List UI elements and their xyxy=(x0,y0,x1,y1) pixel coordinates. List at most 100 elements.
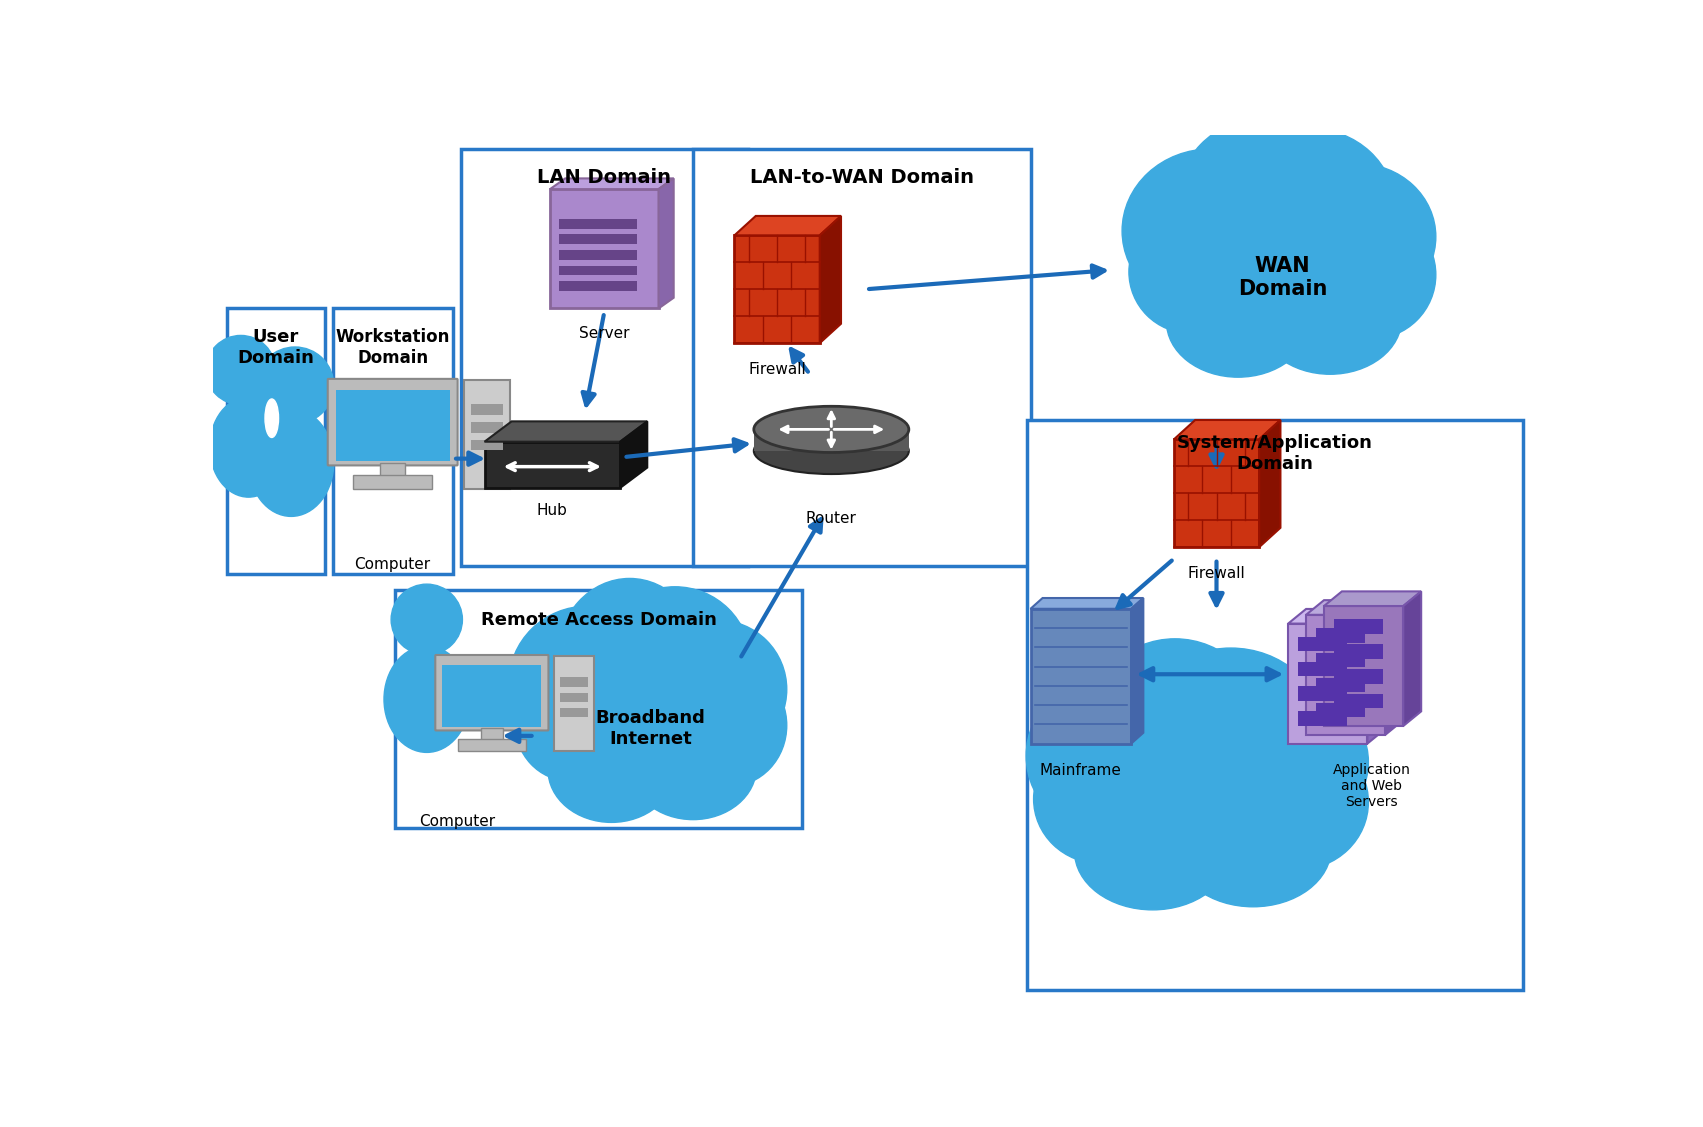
Bar xyxy=(550,189,659,309)
Text: Broadband
Internet: Broadband Internet xyxy=(596,709,705,747)
Text: Remote Access Domain: Remote Access Domain xyxy=(480,611,717,629)
Polygon shape xyxy=(1259,420,1281,548)
Polygon shape xyxy=(1287,609,1385,623)
Text: Workstation
Domain: Workstation Domain xyxy=(335,328,450,366)
Bar xyxy=(1030,609,1131,744)
Ellipse shape xyxy=(523,666,780,790)
Ellipse shape xyxy=(1129,211,1252,334)
Circle shape xyxy=(255,347,334,424)
Polygon shape xyxy=(659,178,674,309)
Text: Firewall: Firewall xyxy=(748,363,806,378)
Text: Application
and Web
Servers: Application and Web Servers xyxy=(1332,763,1410,809)
FancyBboxPatch shape xyxy=(327,379,458,465)
Ellipse shape xyxy=(209,397,288,497)
Bar xyxy=(462,149,748,567)
Bar xyxy=(480,728,502,740)
Bar xyxy=(1333,619,1383,633)
Bar xyxy=(472,423,502,433)
Bar xyxy=(1316,702,1364,717)
Circle shape xyxy=(206,336,276,405)
Text: Computer: Computer xyxy=(419,815,496,829)
Bar xyxy=(559,234,637,245)
Circle shape xyxy=(392,584,463,655)
Text: System/Application
Domain: System/Application Domain xyxy=(1177,434,1373,473)
Ellipse shape xyxy=(1075,792,1231,909)
FancyBboxPatch shape xyxy=(443,665,542,727)
Ellipse shape xyxy=(1042,736,1359,875)
Bar xyxy=(380,463,405,477)
Polygon shape xyxy=(1385,601,1403,735)
Polygon shape xyxy=(1403,592,1422,726)
Ellipse shape xyxy=(673,665,787,787)
Bar xyxy=(1298,662,1347,676)
Text: Computer: Computer xyxy=(354,557,431,573)
Bar xyxy=(458,739,526,752)
Ellipse shape xyxy=(383,646,470,753)
Ellipse shape xyxy=(1138,212,1427,344)
Bar xyxy=(334,309,453,574)
Bar xyxy=(754,429,909,451)
Bar xyxy=(559,266,637,275)
Bar xyxy=(472,440,502,451)
Polygon shape xyxy=(550,178,674,189)
Ellipse shape xyxy=(1259,263,1402,374)
Text: Server: Server xyxy=(579,326,630,341)
Bar xyxy=(734,236,819,343)
Bar xyxy=(1306,615,1385,735)
Polygon shape xyxy=(734,216,841,236)
Bar xyxy=(472,405,502,415)
Ellipse shape xyxy=(1087,639,1264,817)
Text: Mainframe: Mainframe xyxy=(1041,763,1122,778)
Ellipse shape xyxy=(1197,685,1369,838)
Polygon shape xyxy=(485,421,647,442)
Text: LAN Domain: LAN Domain xyxy=(536,168,671,187)
Bar xyxy=(1298,711,1347,726)
Ellipse shape xyxy=(754,428,909,474)
Bar xyxy=(395,589,802,828)
Polygon shape xyxy=(819,216,841,343)
Ellipse shape xyxy=(599,587,751,736)
Ellipse shape xyxy=(1122,149,1299,313)
Ellipse shape xyxy=(249,409,334,516)
Ellipse shape xyxy=(514,665,623,781)
Bar xyxy=(553,656,594,752)
Ellipse shape xyxy=(548,717,674,823)
Bar xyxy=(1027,420,1522,990)
Ellipse shape xyxy=(1027,669,1219,842)
Text: LAN-to-WAN Domain: LAN-to-WAN Domain xyxy=(751,168,974,187)
Polygon shape xyxy=(1368,609,1385,744)
Ellipse shape xyxy=(557,578,702,739)
Polygon shape xyxy=(1131,598,1143,744)
Bar xyxy=(1287,623,1368,744)
Ellipse shape xyxy=(1167,266,1310,378)
Text: User
Domain: User Domain xyxy=(237,328,313,366)
Polygon shape xyxy=(1030,598,1143,609)
Ellipse shape xyxy=(1177,119,1340,290)
Polygon shape xyxy=(620,421,647,488)
Polygon shape xyxy=(1323,592,1422,606)
Text: WAN
Domain: WAN Domain xyxy=(1238,256,1327,300)
FancyBboxPatch shape xyxy=(436,655,548,730)
Polygon shape xyxy=(1173,420,1281,440)
Bar xyxy=(1316,677,1364,692)
Ellipse shape xyxy=(1034,735,1168,863)
Bar xyxy=(1333,669,1383,684)
Bar xyxy=(560,677,588,686)
Bar xyxy=(1333,644,1383,658)
Ellipse shape xyxy=(630,715,756,819)
Ellipse shape xyxy=(1224,128,1395,286)
Bar xyxy=(1333,694,1383,709)
Polygon shape xyxy=(1306,601,1403,615)
Bar xyxy=(693,149,1030,567)
Bar xyxy=(560,708,588,718)
Ellipse shape xyxy=(266,399,279,437)
Bar xyxy=(354,476,433,489)
Ellipse shape xyxy=(1228,735,1369,870)
Bar xyxy=(226,309,325,574)
Ellipse shape xyxy=(647,620,787,758)
Bar xyxy=(463,380,511,489)
Text: Firewall: Firewall xyxy=(1187,567,1245,582)
Ellipse shape xyxy=(1138,648,1323,815)
Bar xyxy=(485,442,620,488)
Bar xyxy=(1298,637,1347,651)
